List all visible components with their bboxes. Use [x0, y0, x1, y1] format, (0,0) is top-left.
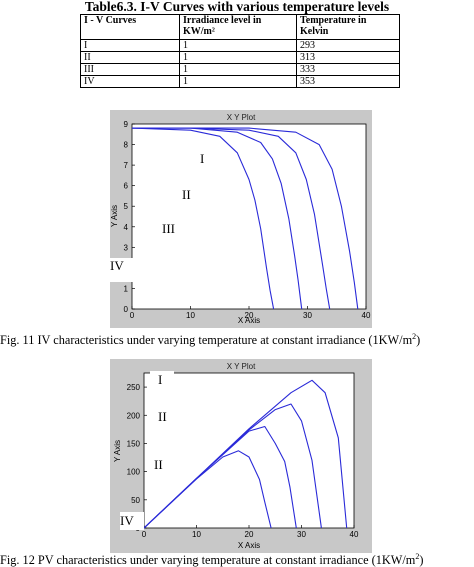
x-tick-label: 30: [297, 530, 306, 539]
table-cell: 1: [179, 51, 297, 64]
table-cell: 333: [296, 63, 400, 76]
table-cell: III: [80, 63, 180, 76]
table-title: Table6.3. I-V Curves with various temper…: [84, 0, 390, 14]
pv-chart-svg: X Y Plot 010203040050100150200250 X Axis…: [113, 362, 359, 550]
series-line-1: [131, 127, 275, 310]
caption-text: Fig. 11 IV characteristics under varying…: [0, 333, 413, 347]
figure-12-caption: Fig. 12 PV characteristics under varying…: [0, 551, 474, 567]
y-tick-label: 6: [124, 182, 129, 191]
chart-title: X Y Plot: [227, 113, 256, 122]
column-header-curve: I - V Curves: [80, 14, 180, 40]
table-cell: 1: [179, 39, 297, 52]
caption-superscript: 2: [415, 551, 420, 561]
table-cell: II: [80, 51, 180, 64]
curve-annotation: II: [182, 187, 191, 202]
y-tick-label: 8: [124, 141, 129, 150]
x-tick-label: 20: [245, 530, 254, 539]
y-tick-label: 50: [131, 496, 140, 505]
table-cell: I: [80, 39, 180, 52]
curve-annotation: I: [158, 372, 162, 387]
x-tick-label: 10: [192, 530, 201, 539]
x-tick-label: 20: [245, 311, 254, 320]
column-header-irradiance: Irradiance level in KW/m²: [179, 14, 297, 40]
table-cell: 293: [296, 39, 400, 52]
x-tick-label: 0: [130, 311, 135, 320]
y-tick-label: 250: [127, 383, 141, 392]
plot-area: [143, 372, 355, 529]
temperature-levels-table: I - V Curves Irradiance level in KW/m² T…: [80, 14, 400, 88]
x-tick-label: 0: [142, 530, 147, 539]
x-tick-label: 30: [303, 311, 312, 320]
label-mask: [150, 371, 174, 389]
y-axis-label: Y Axis: [113, 440, 122, 462]
x-axis-label: X Axis: [238, 541, 260, 550]
caption-end: ): [419, 553, 424, 567]
table-cell: IV: [80, 75, 180, 88]
x-tick-label: 10: [186, 311, 195, 320]
y-tick-label: 0: [124, 305, 129, 314]
y-tick-label: 1: [124, 284, 129, 293]
x-tick-label: 40: [350, 530, 359, 539]
curve-annotation: II: [158, 409, 167, 424]
caption-text: Fig. 12 PV characteristics under varying…: [0, 553, 416, 567]
y-tick-label: 5: [124, 202, 129, 211]
curve-annotation: II: [154, 457, 163, 472]
curve-annotation: IV: [120, 513, 134, 528]
table-cell: 1: [179, 75, 297, 88]
series-line-3: [132, 127, 331, 310]
caption-superscript: 2: [412, 331, 417, 341]
curve-annotation: I: [200, 151, 204, 166]
y-tick-label: 200: [127, 411, 141, 420]
table-row: II 1 313: [80, 51, 400, 64]
y-axis-label: Y Axis: [110, 205, 119, 227]
table-cell: 1: [179, 63, 297, 76]
label-mask: [120, 512, 144, 530]
table-cell: 313: [296, 51, 400, 64]
table-row: I 1 293: [80, 39, 400, 52]
y-tick-label: 100: [127, 468, 141, 477]
chart-title: X Y Plot: [227, 362, 256, 371]
table-cell: 353: [296, 75, 400, 88]
iv-chart: X Y Plot 0102030400123456789 X Axis Y Ax…: [110, 110, 372, 328]
table-row: III 1 333: [80, 63, 400, 76]
caption-end: ): [416, 333, 421, 347]
y-tick-label: 9: [124, 120, 129, 129]
figure-11-caption: Fig. 11 IV characteristics under varying…: [0, 331, 474, 347]
series-line-4: [132, 127, 359, 310]
pv-chart: X Y Plot 010203040050100150200250 X Axis…: [110, 359, 372, 553]
y-tick-label: 150: [127, 439, 141, 448]
column-header-temperature: Temperature in Kelvin: [296, 14, 400, 40]
y-tick-label: 3: [124, 243, 129, 252]
x-tick-label: 40: [362, 311, 371, 320]
label-mask: [110, 258, 140, 282]
table-row: IV 1 353: [80, 75, 400, 88]
series-line-1: [143, 450, 272, 529]
iv-chart-svg: X Y Plot 0102030400123456789 X Axis Y Ax…: [110, 113, 371, 325]
curve-annotation: III: [162, 221, 175, 236]
curve-annotation: IV: [110, 258, 124, 273]
plot-area: [131, 123, 367, 310]
y-tick-label: 7: [124, 161, 129, 170]
series-line-2: [132, 127, 303, 310]
y-tick-label: 4: [124, 223, 129, 232]
series-line-4: [143, 379, 348, 529]
table-header-row: I - V Curves Irradiance level in KW/m² T…: [80, 14, 400, 40]
x-axis-label: X Axis: [238, 316, 260, 325]
